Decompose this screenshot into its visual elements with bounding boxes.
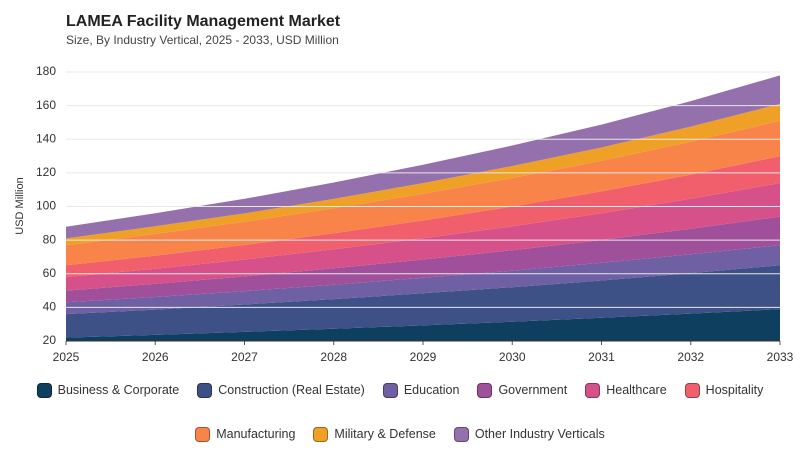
chart: LAMEA Facility Management Market Size, B… xyxy=(14,13,794,364)
y-tick-label: 120 xyxy=(36,165,56,179)
legend-label: Education xyxy=(403,383,460,397)
x-tick-label: 2026 xyxy=(142,350,169,364)
legend-label: Hospitality xyxy=(705,383,764,397)
legend-swatch xyxy=(453,426,469,442)
area xyxy=(66,156,780,278)
area xyxy=(66,103,780,246)
legend-item[interactable]: Government xyxy=(477,382,567,398)
chart-title: LAMEA Facility Management Market xyxy=(66,13,341,30)
chart-subtitle: Size, By Industry Vertical, 2025 - 2033,… xyxy=(66,33,339,47)
x-tick-label: 2031 xyxy=(588,350,615,364)
y-tick-label: 20 xyxy=(43,333,57,347)
legend-label: Military & Defense xyxy=(334,427,436,441)
x-tick-label: 2025 xyxy=(53,350,80,364)
x-tick-label: 2033 xyxy=(767,350,794,364)
y-tick-label: 40 xyxy=(43,300,57,314)
y-tick-label: 60 xyxy=(43,266,57,280)
legend-item[interactable]: Military & Defense xyxy=(313,426,436,442)
area xyxy=(66,309,780,341)
y-tick-label: 160 xyxy=(36,98,56,112)
area xyxy=(66,265,780,338)
area xyxy=(66,120,780,266)
legend-item[interactable]: Hospitality xyxy=(684,382,764,398)
x-tick-label: 2032 xyxy=(677,350,704,364)
legend-item[interactable]: Manufacturing xyxy=(195,426,295,442)
legend-label: Manufacturing xyxy=(216,427,296,441)
plot-area xyxy=(66,75,780,341)
legend-swatch xyxy=(585,382,601,398)
legend: Business & Corporate Construction (Real E… xyxy=(25,382,775,442)
area xyxy=(66,216,780,303)
legend-item[interactable]: Education xyxy=(382,382,460,398)
legend-swatch xyxy=(477,382,493,398)
legend-label: Healthcare xyxy=(606,383,667,397)
legend-swatch xyxy=(36,382,52,398)
legend-label: Construction (Real Estate) xyxy=(218,383,365,397)
legend-swatch xyxy=(195,426,211,442)
legend-label: Government xyxy=(498,383,568,397)
y-tick-label: 100 xyxy=(36,199,56,213)
legend-label: Business & Corporate xyxy=(57,383,180,397)
y-tick-label: 80 xyxy=(43,232,57,246)
x-tick-label: 2029 xyxy=(410,350,437,364)
legend-swatch xyxy=(313,426,329,442)
legend-item[interactable]: Business & Corporate xyxy=(36,382,180,398)
area xyxy=(66,183,780,291)
legend-swatch xyxy=(382,382,398,398)
y-tick-label: 180 xyxy=(36,64,56,78)
x-tick-label: 2027 xyxy=(231,350,258,364)
legend-label: Other Industry Verticals xyxy=(474,427,605,441)
legend-item[interactable]: Healthcare xyxy=(585,382,667,398)
x-tick-label: 2028 xyxy=(320,350,347,364)
legend-swatch xyxy=(684,382,700,398)
y-tick-label: 140 xyxy=(36,131,56,145)
legend-item[interactable]: Construction (Real Estate) xyxy=(197,382,365,398)
area xyxy=(66,75,780,239)
area xyxy=(66,245,780,315)
x-tick-label: 2030 xyxy=(499,350,526,364)
y-axis-label: USD Million xyxy=(14,177,26,234)
legend-swatch xyxy=(197,382,213,398)
legend-item[interactable]: Other Industry Verticals xyxy=(453,426,605,442)
